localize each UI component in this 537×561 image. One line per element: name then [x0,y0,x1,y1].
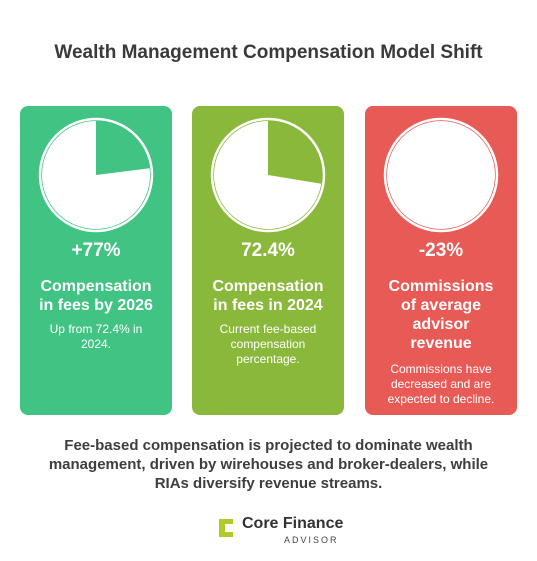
stat-description-line: 2024. [80,337,112,351]
stat-description-line: Commissions have [390,362,492,376]
stat-description-line: Up from 72.4% in [49,322,143,336]
stat-heading-line: revenue [410,335,472,352]
pie-remainder-slice [42,121,150,230]
stat-value: 72.4% [241,240,295,261]
page-title: Wealth Management Compensation Model Shi… [54,42,483,63]
stat-value: -23% [418,240,464,261]
pie-outline [38,117,154,233]
stat-heading: Compensation in fees in 2024 [200,277,336,315]
stat-description: Current fee-based compensation percentag… [202,322,334,367]
summary-caption: Fee-based compensation is projected to d… [30,436,507,493]
brand-subtitle: ADVISOR [284,535,339,545]
stat-heading: Commissions of average advisor revenue [373,277,509,353]
stat-heading-line: Compensation [212,278,324,295]
stat-description-line: decreased and are [390,377,492,391]
stat-card-fees-2026: +77% Compensation in fees by 2026 Up fro… [20,106,172,415]
stat-card-commissions: -23% Commissions of average advisor reve… [365,106,517,415]
stat-heading-line: advisor [412,316,470,333]
stat-description-line: expected to decline. [387,392,495,406]
stat-description: Up from 72.4% in 2024. [30,322,162,352]
stat-description-line: percentage. [236,352,300,366]
brand-name: Core Finance [242,515,344,532]
stat-heading-line: of average [400,297,482,314]
pie-chart-icon [383,117,499,233]
stat-heading-line: in fees by 2026 [39,297,153,314]
pie-remainder-slice [214,121,322,229]
stat-description-line: compensation [230,337,306,351]
pie-chart-icon [38,117,154,233]
pie-outline [383,117,499,233]
stat-heading-line: in fees in 2024 [213,297,323,314]
stat-heading: Compensation in fees by 2026 [28,277,164,315]
summary-caption-line: RIAs diversify revenue streams. [154,475,383,492]
stat-value: +77% [71,240,121,261]
summary-caption-line: management, driven by wirehouses and bro… [48,456,489,473]
brand-logo: Core Finance ADVISOR [216,515,356,549]
stat-description: Commissions have decreased and are expec… [375,362,507,407]
stat-heading-line: Commissions [388,278,494,295]
stat-description-line: Current fee-based [219,322,317,336]
pie-outline [210,117,326,233]
core-finance-logo-icon [219,519,233,537]
stat-heading-line: Compensation [40,278,152,295]
stat-card-fees-2024: 72.4% Compensation in fees in 2024 Curre… [192,106,344,415]
summary-caption-line: Fee-based compensation is projected to d… [64,437,473,454]
pie-chart-icon [210,117,326,233]
pie-remainder-slice [386,121,495,229]
